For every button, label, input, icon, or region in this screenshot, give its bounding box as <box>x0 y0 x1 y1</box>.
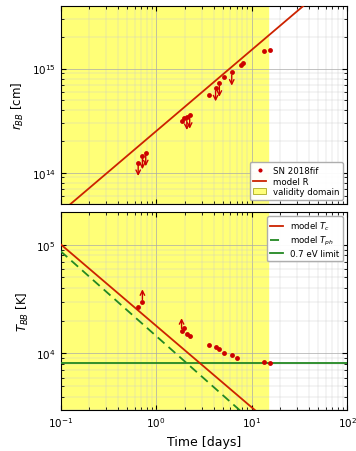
Y-axis label: $r_{BB}$ [cm]: $r_{BB}$ [cm] <box>10 82 26 130</box>
X-axis label: Time [days]: Time [days] <box>167 435 241 447</box>
Bar <box>61 7 268 205</box>
Bar <box>61 212 268 410</box>
Legend: SN 2018fif, model R, validity domain: SN 2018fif, model R, validity domain <box>250 163 343 200</box>
Y-axis label: $T_{BB}$ [K]: $T_{BB}$ [K] <box>15 291 31 331</box>
Legend: model $T_c$, model $T_{ph}$, 0.7 eV limit: model $T_c$, model $T_{ph}$, 0.7 eV limi… <box>267 217 343 262</box>
